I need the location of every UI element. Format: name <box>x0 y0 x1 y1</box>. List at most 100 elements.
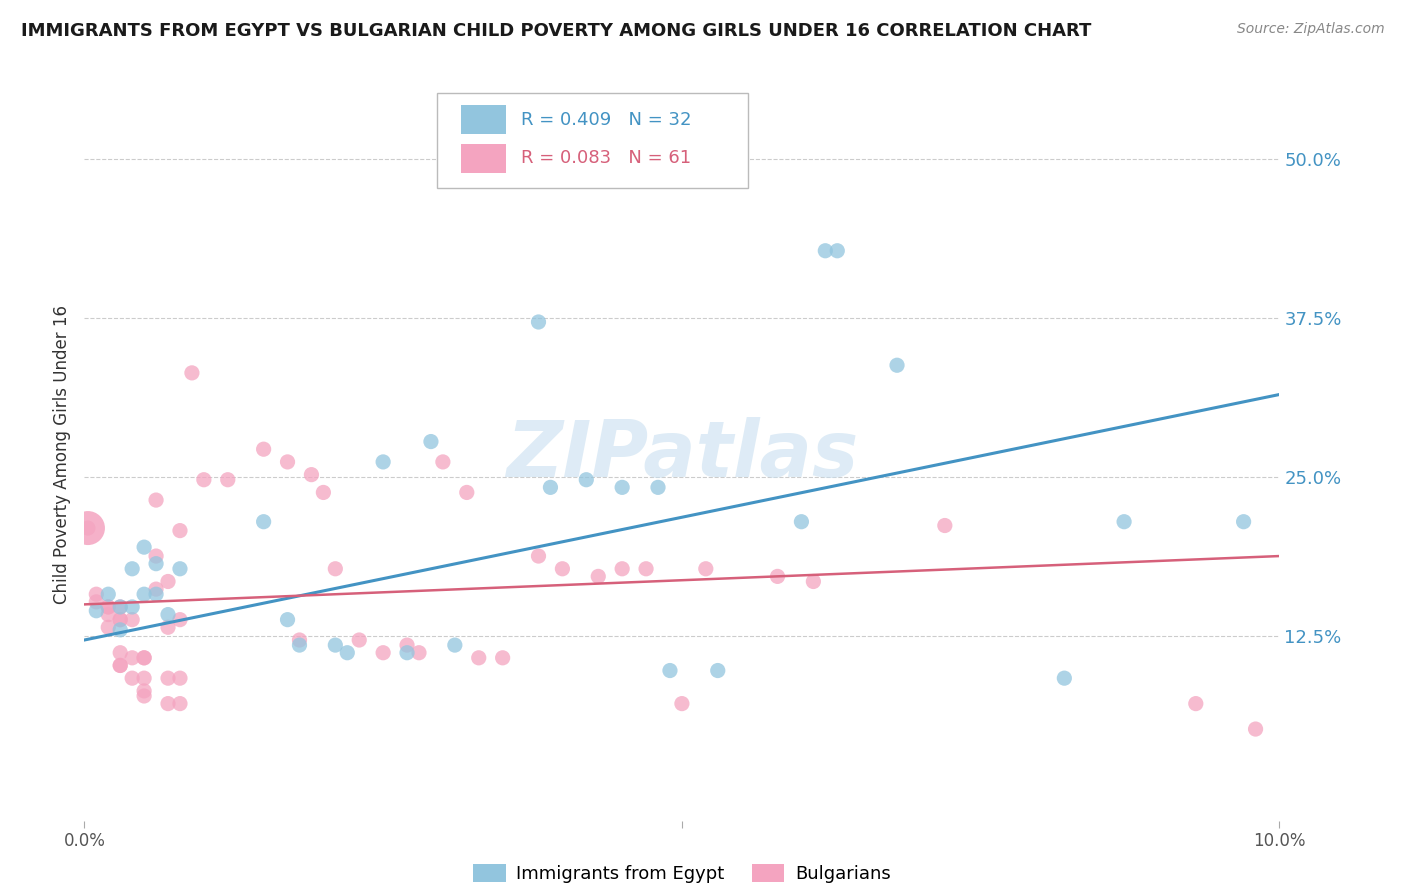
Point <box>97 620 120 634</box>
Point <box>132 689 156 703</box>
Point <box>110 623 132 637</box>
Point <box>110 658 132 673</box>
Point <box>1244 722 1267 736</box>
Point <box>145 587 167 601</box>
Point <box>180 366 204 380</box>
Point <box>659 664 682 678</box>
Point <box>277 455 299 469</box>
Point <box>193 473 215 487</box>
Point <box>132 650 156 665</box>
Point <box>110 599 132 614</box>
Point <box>110 613 132 627</box>
Point <box>77 521 100 535</box>
Point <box>169 697 191 711</box>
Text: Source: ZipAtlas.com: Source: ZipAtlas.com <box>1237 22 1385 37</box>
Point <box>121 562 143 576</box>
Point <box>132 540 156 554</box>
Point <box>695 562 717 576</box>
Point <box>1053 671 1076 685</box>
Point <box>610 562 633 576</box>
Point <box>371 646 394 660</box>
Point <box>217 473 239 487</box>
Bar <box>461 105 506 135</box>
Point <box>132 684 156 698</box>
Point <box>790 515 813 529</box>
Point <box>110 613 132 627</box>
Point <box>132 587 156 601</box>
Point <box>169 671 191 685</box>
Point <box>157 671 180 685</box>
Point <box>110 599 132 614</box>
Point <box>444 638 467 652</box>
Point <box>371 455 394 469</box>
Point <box>575 473 598 487</box>
Point <box>814 244 837 258</box>
Point <box>169 524 191 538</box>
Point <box>527 549 550 563</box>
Point <box>121 599 143 614</box>
Point <box>253 515 276 529</box>
FancyBboxPatch shape <box>437 93 748 188</box>
Point <box>456 485 478 500</box>
Point <box>277 613 299 627</box>
Point <box>1232 515 1256 529</box>
Point <box>145 582 167 596</box>
Point <box>420 434 443 449</box>
Point <box>121 613 143 627</box>
Point <box>121 671 143 685</box>
Point <box>323 638 347 652</box>
Point <box>1112 515 1135 529</box>
Point <box>86 604 108 618</box>
Point <box>766 569 789 583</box>
Point <box>253 442 276 457</box>
Point <box>671 697 693 711</box>
Point <box>396 646 419 660</box>
Point <box>886 358 908 372</box>
Point <box>468 650 491 665</box>
Point <box>169 562 191 576</box>
Point <box>527 315 550 329</box>
Point <box>288 632 311 647</box>
Point <box>801 574 824 589</box>
Point <box>610 480 633 494</box>
Point <box>157 607 180 622</box>
Point <box>97 599 120 614</box>
Point <box>121 650 143 665</box>
Text: R = 0.409   N = 32: R = 0.409 N = 32 <box>520 111 692 128</box>
Point <box>588 569 610 583</box>
Point <box>1184 697 1206 711</box>
Point <box>551 562 574 576</box>
Point <box>86 587 108 601</box>
Y-axis label: Child Poverty Among Girls Under 16: Child Poverty Among Girls Under 16 <box>53 305 72 605</box>
Point <box>396 638 419 652</box>
Legend: Immigrants from Egypt, Bulgarians: Immigrants from Egypt, Bulgarians <box>464 855 900 892</box>
Point <box>707 664 730 678</box>
Text: R = 0.083   N = 61: R = 0.083 N = 61 <box>520 149 690 167</box>
Point <box>636 562 658 576</box>
Point <box>110 646 132 660</box>
Point <box>408 646 430 660</box>
Point <box>336 646 359 660</box>
Point <box>145 493 167 508</box>
Text: IMMIGRANTS FROM EGYPT VS BULGARIAN CHILD POVERTY AMONG GIRLS UNDER 16 CORRELATIO: IMMIGRANTS FROM EGYPT VS BULGARIAN CHILD… <box>21 22 1091 40</box>
Point <box>827 244 849 258</box>
Point <box>157 620 180 634</box>
Point <box>492 650 515 665</box>
Point <box>132 650 156 665</box>
Point <box>157 697 180 711</box>
Point <box>97 607 120 622</box>
Point <box>97 599 120 614</box>
Point <box>323 562 347 576</box>
Point <box>97 587 120 601</box>
Point <box>432 455 454 469</box>
Point <box>86 595 108 609</box>
Point <box>288 638 311 652</box>
Point <box>77 521 100 535</box>
Point <box>301 467 323 482</box>
Point <box>110 658 132 673</box>
Point <box>647 480 669 494</box>
Point <box>540 480 562 494</box>
Point <box>157 574 180 589</box>
Text: ZIPatlas: ZIPatlas <box>506 417 858 493</box>
Point <box>145 557 167 571</box>
